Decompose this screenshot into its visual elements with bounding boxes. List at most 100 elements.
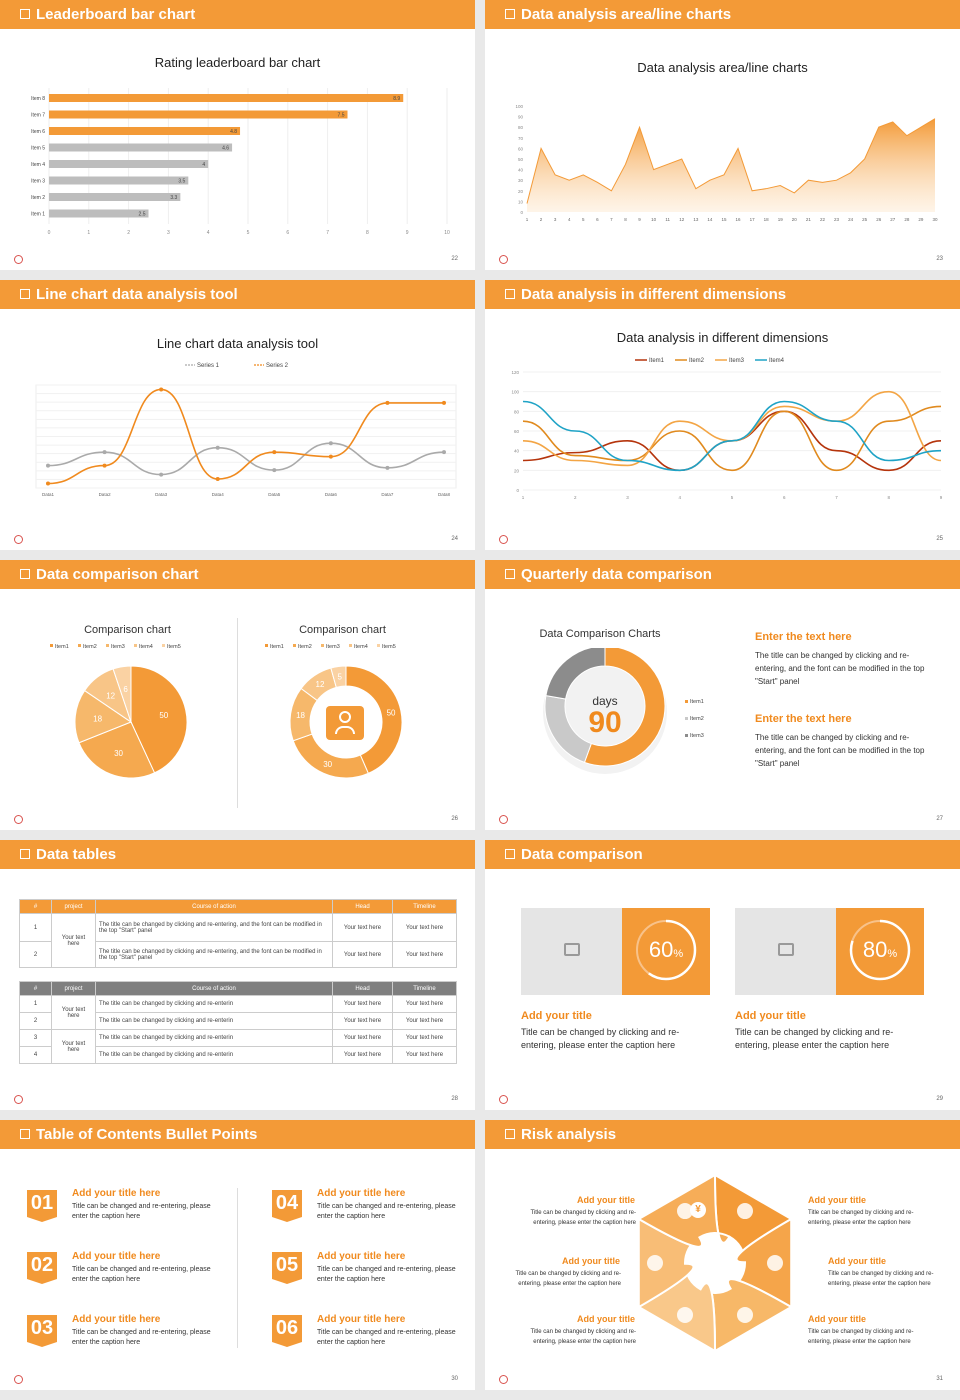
slide-title: Data analysis area/line charts xyxy=(521,6,732,23)
col-header: project xyxy=(51,899,96,914)
category-label: Item 4 xyxy=(31,162,45,168)
segment-icon xyxy=(677,1306,693,1323)
slice-label: 12 xyxy=(106,691,115,700)
slice-label: 5 xyxy=(338,672,343,681)
x-tick-label: Data7 xyxy=(381,492,394,497)
donut-slice xyxy=(545,648,606,700)
x-tick-label: 2 xyxy=(540,217,543,222)
series-line xyxy=(522,400,942,472)
x-tick-label: 13 xyxy=(693,217,699,222)
cell: The title can be changed by clicking and… xyxy=(95,941,333,968)
data-point xyxy=(159,472,164,477)
tick-label: 8 xyxy=(366,230,369,236)
cell: Your text here xyxy=(332,995,393,1013)
card-heading: Add your title xyxy=(521,1010,592,1022)
data-point xyxy=(215,445,220,450)
logo-icon xyxy=(499,1095,508,1104)
page-number: 30 xyxy=(451,1376,458,1382)
x-tick-label: Data5 xyxy=(268,492,281,497)
segment-icon xyxy=(647,1255,663,1271)
yen-symbol: ¥ xyxy=(690,1202,706,1218)
area xyxy=(527,118,935,212)
data-point xyxy=(328,454,333,459)
col-header: project xyxy=(51,981,96,996)
x-tick-label: 3 xyxy=(554,217,557,222)
x-tick-label: 7 xyxy=(610,217,613,222)
legend-swatch xyxy=(321,644,324,647)
risk-text: Title can be changed by clicking and re-… xyxy=(828,1271,934,1287)
divider xyxy=(237,1188,238,1348)
donut-slice xyxy=(583,648,666,767)
pie-slice xyxy=(130,665,188,774)
slide-header: Line chart data analysis tool xyxy=(0,280,475,309)
col-header: Course of action xyxy=(95,981,333,996)
slide-data-tables: Data tables # project Course of action H… xyxy=(0,840,475,1110)
image-icon xyxy=(564,943,580,956)
tick-label: 2 xyxy=(127,230,130,236)
page-number: 25 xyxy=(936,536,943,542)
chart-title: Data analysis in different dimensions xyxy=(616,330,829,345)
bullet-text: Title can be changed and re-entering, pl… xyxy=(72,1203,211,1220)
chart-title-right: Comparison chart xyxy=(299,624,386,636)
text-heading-2: Enter the text here xyxy=(755,713,852,725)
x-tick-label: 19 xyxy=(778,217,784,222)
legend-label: Item3 xyxy=(326,644,340,650)
bullet-number: 02 xyxy=(27,1252,57,1284)
x-tick-label: 21 xyxy=(806,217,812,222)
data-label: 4 xyxy=(202,162,205,168)
table-row: 1 Your text here The title can be change… xyxy=(19,995,457,1030)
image-placeholder[interactable] xyxy=(735,908,836,995)
col-header: # xyxy=(19,981,52,996)
data-label: 3.5 xyxy=(178,179,185,185)
risk-text: Title can be changed by clicking and re-… xyxy=(515,1271,621,1287)
legend-label: Item4 xyxy=(354,644,368,650)
bullet-heading: Add your title here xyxy=(72,1251,161,1262)
cell: 1 xyxy=(19,913,52,942)
tick-label: 5 xyxy=(247,230,250,236)
legend-label: Item2 xyxy=(83,644,97,650)
slide-header: Quarterly data comparison xyxy=(485,560,960,589)
data-label: 7.5 xyxy=(338,113,345,119)
table-row: 2 The title can be changed by clicking a… xyxy=(19,1012,457,1030)
chart-title-left: Comparison chart xyxy=(84,624,171,636)
divider xyxy=(237,618,238,808)
bullet-text: Title can be changed and re-entering, pl… xyxy=(317,1266,456,1283)
legend-label: Item1 xyxy=(270,644,284,650)
x-tick-label: 11 xyxy=(665,217,670,222)
tick-label: 6 xyxy=(286,230,289,236)
cell: Your text here xyxy=(332,1029,393,1047)
tick-label: 3 xyxy=(167,230,170,236)
tick-label: 10 xyxy=(444,230,450,236)
legend-swatch xyxy=(685,717,688,720)
pie-slice xyxy=(112,665,132,723)
slide-title: Quarterly data comparison xyxy=(521,566,712,583)
bullet-heading: Add your title here xyxy=(72,1188,161,1199)
legend-label: Series 2 xyxy=(266,363,289,369)
series-line xyxy=(47,442,445,476)
slice-label: 30 xyxy=(114,749,123,758)
x-tick-label: 29 xyxy=(918,217,924,222)
y-tick-label: 50 xyxy=(518,157,524,162)
x-tick-label: 18 xyxy=(764,217,770,222)
y-tick-label: 20 xyxy=(514,468,520,473)
data-point xyxy=(102,450,107,455)
pie-slice xyxy=(74,689,133,744)
data-point xyxy=(328,441,333,446)
page-number: 23 xyxy=(936,256,943,262)
tick-label: 4 xyxy=(207,230,210,236)
percent-value: 60% xyxy=(622,937,710,963)
slide-header: Data comparison chart xyxy=(0,560,475,589)
risk-hexagon-diagram xyxy=(636,1173,794,1353)
image-placeholder[interactable] xyxy=(521,908,622,995)
col-header: Head xyxy=(332,899,393,914)
cell: The title can be changed by clicking and… xyxy=(95,995,333,1013)
bar xyxy=(49,160,209,168)
y-tick-label: 80 xyxy=(514,409,520,414)
x-tick-label: 17 xyxy=(750,217,756,222)
x-tick-label: 7 xyxy=(835,495,838,500)
x-tick-label: 12 xyxy=(679,217,685,222)
x-tick-label: 6 xyxy=(596,217,599,222)
cell: The title can be changed by clicking and… xyxy=(95,913,333,942)
slide-title: Risk analysis xyxy=(521,1126,617,1143)
